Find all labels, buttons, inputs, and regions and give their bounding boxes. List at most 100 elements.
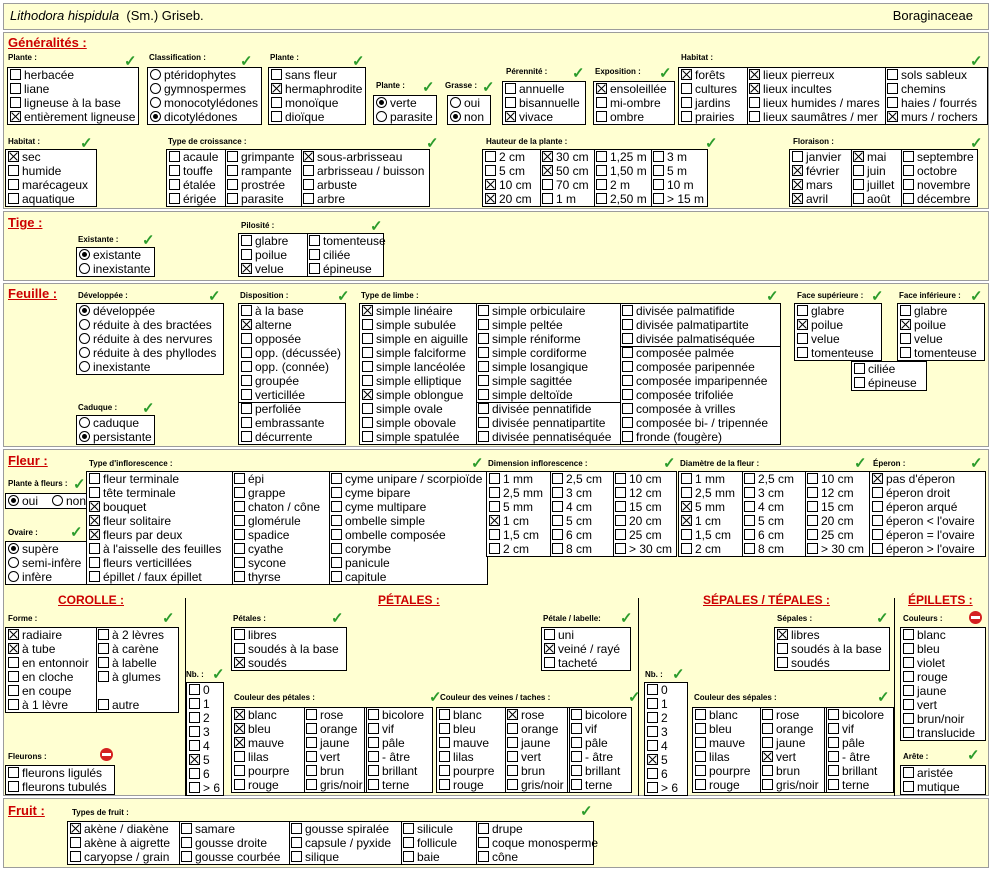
couleur-veines-option[interactable]: mauve — [439, 736, 489, 750]
checkbox[interactable] — [762, 779, 773, 790]
checkbox[interactable] — [507, 723, 518, 734]
petale-labelle-option[interactable]: uni — [544, 628, 574, 642]
croissance-option[interactable]: arbuste — [303, 178, 357, 192]
checkbox[interactable] — [241, 263, 252, 274]
checkbox[interactable] — [234, 709, 245, 720]
couleur-veines-option[interactable]: lilas — [439, 750, 474, 764]
checkbox[interactable] — [403, 851, 414, 862]
checkbox[interactable] — [681, 83, 692, 94]
checkbox[interactable] — [241, 403, 252, 414]
checkbox[interactable] — [291, 851, 302, 862]
habitat-lieu-option[interactable]: murs / rochers — [887, 110, 978, 124]
checkbox[interactable] — [622, 403, 633, 414]
classification-option[interactable]: dicotylédones — [150, 110, 237, 124]
couleur-veines-option[interactable]: pourpre — [439, 764, 494, 778]
checkbox[interactable] — [362, 389, 373, 400]
sepales-nb-option[interactable]: > 6 — [647, 781, 678, 795]
checkbox[interactable] — [571, 765, 582, 776]
checkbox[interactable] — [309, 235, 320, 246]
couleur-petales-option[interactable]: - âtre — [368, 750, 410, 764]
petales-nb-option[interactable]: 0 — [189, 683, 210, 697]
fleurons-option[interactable]: fleurons tubulés — [8, 780, 107, 794]
face-inferieure-option[interactable]: tomenteuse — [900, 346, 977, 360]
croissance-option[interactable]: acaule — [169, 150, 218, 164]
limbe-option[interactable]: simple lancéolée — [362, 360, 465, 374]
checkbox[interactable] — [189, 740, 200, 751]
fruit-types-option[interactable]: capsule / pyxide — [291, 836, 391, 850]
hauteur-option[interactable]: 5 m — [653, 164, 687, 178]
couleur-petales-option[interactable]: vert — [306, 750, 340, 764]
checkbox[interactable] — [872, 515, 883, 526]
checkbox[interactable] — [681, 473, 692, 484]
face-superieure-option[interactable]: tomenteuse — [797, 346, 874, 360]
checkbox[interactable] — [552, 473, 563, 484]
checkbox[interactable] — [695, 779, 706, 790]
radio-button[interactable] — [79, 361, 90, 372]
exposition-option[interactable]: ensoleillée — [596, 82, 667, 96]
checkbox[interactable] — [478, 431, 489, 442]
checkbox[interactable] — [403, 823, 414, 834]
ovaire-option[interactable]: semi-infère — [8, 556, 81, 570]
radio-button[interactable] — [79, 417, 90, 428]
radio-button[interactable] — [79, 263, 90, 274]
habitat-lieu-option[interactable]: lieux pierreux — [749, 68, 834, 82]
disposition-option[interactable]: perfoliée — [241, 402, 301, 416]
checkbox[interactable] — [8, 629, 19, 640]
couleur-veines-option[interactable]: brillant — [571, 764, 620, 778]
checkbox[interactable] — [596, 111, 607, 122]
couleur-petales-option[interactable]: jaune — [306, 736, 349, 750]
feuille-developpee-option[interactable]: réduite à des nervures — [79, 332, 212, 346]
corolle-forme-option[interactable]: à tube — [8, 642, 55, 656]
checkbox[interactable] — [695, 723, 706, 734]
checkbox[interactable] — [505, 83, 516, 94]
floraison-option[interactable]: janvier — [792, 150, 841, 164]
checkbox[interactable] — [89, 473, 100, 484]
petales-nb-option[interactable]: 3 — [189, 725, 210, 739]
checkbox[interactable] — [653, 151, 664, 162]
couleur-veines-option[interactable]: rouge — [439, 778, 484, 792]
floraison-option[interactable]: mars — [792, 178, 833, 192]
checkbox[interactable] — [903, 179, 914, 190]
couleur-petales-option[interactable]: brillant — [368, 764, 417, 778]
dimension-inflorescence-option[interactable]: 15 cm — [615, 500, 662, 514]
checkbox[interactable] — [507, 779, 518, 790]
checkbox[interactable] — [828, 723, 839, 734]
checkbox[interactable] — [872, 501, 883, 512]
checkbox[interactable] — [403, 837, 414, 848]
croissance-option[interactable]: prostrée — [227, 178, 285, 192]
checkbox[interactable] — [596, 193, 607, 204]
petales-nb-option[interactable]: 2 — [189, 711, 210, 725]
checkbox[interactable] — [8, 781, 19, 792]
checkbox[interactable] — [744, 501, 755, 512]
checkbox[interactable] — [234, 571, 245, 582]
petales-nb-option[interactable]: 4 — [189, 739, 210, 753]
checkbox[interactable] — [571, 779, 582, 790]
checkbox[interactable] — [853, 179, 864, 190]
checkbox[interactable] — [615, 501, 626, 512]
plante-type-option[interactable]: herbacée — [10, 68, 74, 82]
checkbox[interactable] — [903, 685, 914, 696]
checkbox[interactable] — [777, 643, 788, 654]
corolle-forme-option[interactable]: à labelle — [98, 656, 157, 670]
hauteur-option[interactable]: 5 cm — [485, 164, 525, 178]
inflorescence-type-option[interactable]: cyme multipare — [331, 500, 426, 514]
checkbox[interactable] — [241, 375, 252, 386]
limbe-option[interactable]: simple orbiculaire — [478, 304, 585, 318]
checkbox[interactable] — [241, 249, 252, 260]
radio-button[interactable] — [79, 347, 90, 358]
checkbox[interactable] — [681, 97, 692, 108]
epillets-couleurs-option[interactable]: jaune — [903, 684, 946, 698]
checkbox[interactable] — [303, 151, 314, 162]
diametre-fleur-option[interactable]: 25 cm — [807, 528, 854, 542]
checkbox[interactable] — [439, 709, 450, 720]
fruit-types-option[interactable]: coque monosperme — [478, 836, 598, 850]
radio-button[interactable] — [52, 495, 63, 506]
checkbox[interactable] — [596, 97, 607, 108]
checkbox[interactable] — [903, 643, 914, 654]
checkbox[interactable] — [331, 473, 342, 484]
croissance-option[interactable]: arbrisseau / buisson — [303, 164, 424, 178]
hauteur-option[interactable]: 30 cm — [542, 150, 589, 164]
fruit-types-option[interactable]: silique — [291, 850, 339, 864]
checkbox[interactable] — [241, 389, 252, 400]
checkbox[interactable] — [681, 501, 692, 512]
